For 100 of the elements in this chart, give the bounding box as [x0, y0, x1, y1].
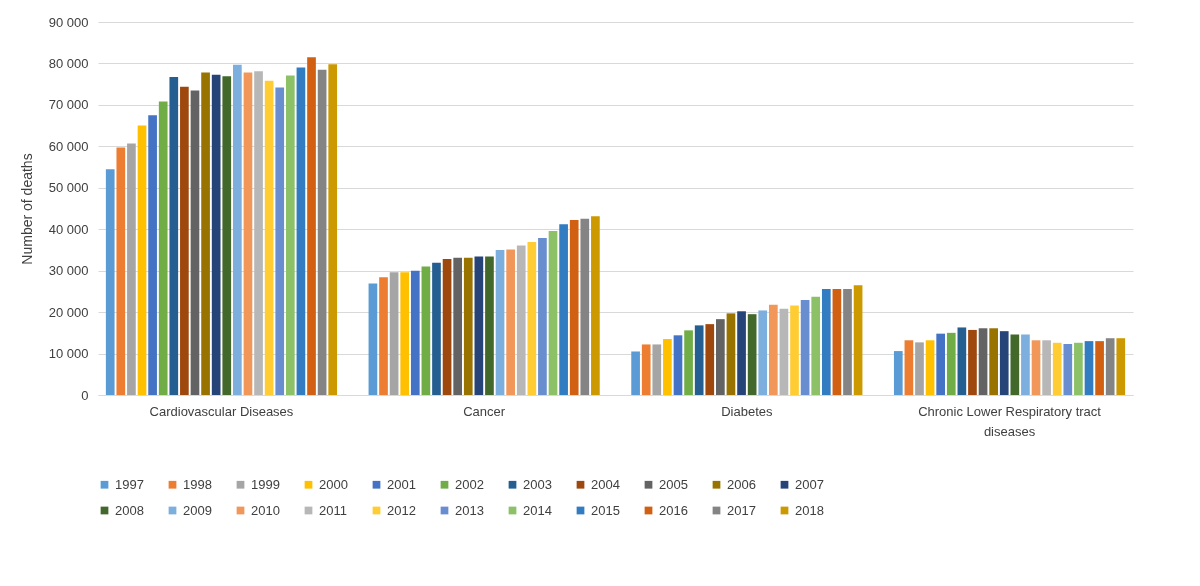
bar — [1105, 338, 1115, 395]
bar — [800, 300, 810, 395]
legend-label: 2000 — [319, 476, 348, 492]
bar — [180, 86, 189, 395]
bar — [1021, 334, 1030, 395]
bar — [853, 285, 863, 395]
y-tick-label: 50 000 — [48, 180, 89, 196]
x-tick-label: Chronic Lower Respiratory tract diseases — [918, 403, 1102, 439]
bar — [158, 101, 168, 395]
legend-label: 2011 — [319, 502, 347, 518]
bar — [747, 314, 757, 395]
legend-label: 2018 — [795, 502, 824, 518]
bar — [516, 245, 526, 395]
bar — [641, 344, 651, 395]
bar — [211, 74, 221, 395]
y-tick-label: 80 000 — [48, 55, 89, 71]
bar — [1063, 344, 1073, 395]
bar — [843, 288, 852, 395]
y-tick-label: 90 000 — [48, 14, 89, 30]
bar — [538, 237, 547, 395]
y-tick-label: 30 000 — [48, 263, 89, 279]
bar — [832, 288, 842, 395]
bar — [904, 340, 914, 395]
bar — [548, 230, 558, 395]
bar — [474, 256, 484, 395]
bar — [222, 76, 232, 395]
bar — [463, 257, 473, 395]
legend-label: 2007 — [795, 476, 824, 492]
bar — [116, 147, 126, 395]
bar — [652, 344, 662, 395]
legend-label: 2015 — [591, 502, 620, 518]
bar — [201, 72, 210, 395]
bar — [1084, 341, 1094, 395]
bar — [307, 57, 316, 395]
y-axis-title: Number of deaths — [18, 153, 35, 265]
bar — [389, 272, 399, 395]
legend-label: 2006 — [727, 476, 756, 492]
bar — [705, 324, 715, 395]
bar — [233, 64, 242, 395]
bar — [368, 283, 378, 395]
bar — [989, 328, 998, 395]
bar — [127, 143, 136, 395]
bar — [400, 272, 410, 395]
bar — [495, 249, 505, 395]
legend-label: 2003 — [523, 476, 552, 492]
legend-label: 1997 — [115, 476, 144, 492]
bar — [811, 296, 821, 395]
legend-label: 2004 — [591, 476, 620, 492]
bar — [254, 71, 263, 395]
bar — [243, 72, 253, 395]
bar — [936, 333, 946, 395]
y-tick-label: 0 — [81, 387, 89, 403]
bar — [591, 216, 600, 395]
bar — [957, 327, 967, 395]
legend-label: 2005 — [659, 476, 688, 492]
legend-label: 2014 — [523, 502, 552, 518]
bar — [673, 335, 683, 395]
bar — [1052, 342, 1062, 395]
bar — [1042, 340, 1051, 395]
bar — [421, 266, 431, 395]
bar — [893, 351, 903, 395]
y-tick-label: 40 000 — [48, 221, 89, 237]
bar — [569, 220, 579, 395]
bar — [663, 339, 672, 395]
bar — [716, 319, 725, 395]
bar — [1010, 334, 1020, 395]
legend-label: 2012 — [387, 502, 416, 518]
bar — [317, 69, 327, 395]
bar — [821, 288, 831, 395]
bar — [631, 351, 640, 395]
bar — [148, 115, 157, 395]
legend-label: 2016 — [659, 502, 688, 518]
bar — [978, 328, 988, 395]
legend-label: 2009 — [183, 502, 212, 518]
x-tick-label: Diabetes — [721, 403, 773, 419]
bar — [684, 330, 693, 395]
y-tick-label: 60 000 — [48, 138, 89, 154]
bar — [379, 277, 388, 395]
legend-label: 2002 — [455, 476, 484, 492]
legend-label: 2010 — [251, 502, 280, 518]
bar — [1031, 340, 1041, 395]
bar — [432, 262, 441, 395]
bar — [285, 75, 295, 395]
bar — [442, 259, 452, 395]
legend-label: 1999 — [251, 476, 280, 492]
bar — [768, 304, 778, 395]
bar — [737, 311, 746, 395]
legend-label: 2013 — [455, 502, 484, 518]
bar — [485, 256, 494, 395]
bar — [694, 325, 704, 395]
bar — [137, 125, 147, 395]
bar — [915, 342, 924, 395]
x-tick-label: Cardiovascular Diseases — [149, 403, 294, 419]
x-tick-label: Cancer — [463, 403, 506, 419]
bar — [726, 313, 736, 395]
y-tick-label: 70 000 — [48, 97, 89, 113]
bar — [527, 242, 537, 395]
bar — [580, 218, 590, 395]
bar — [559, 224, 568, 395]
bar — [790, 305, 799, 395]
